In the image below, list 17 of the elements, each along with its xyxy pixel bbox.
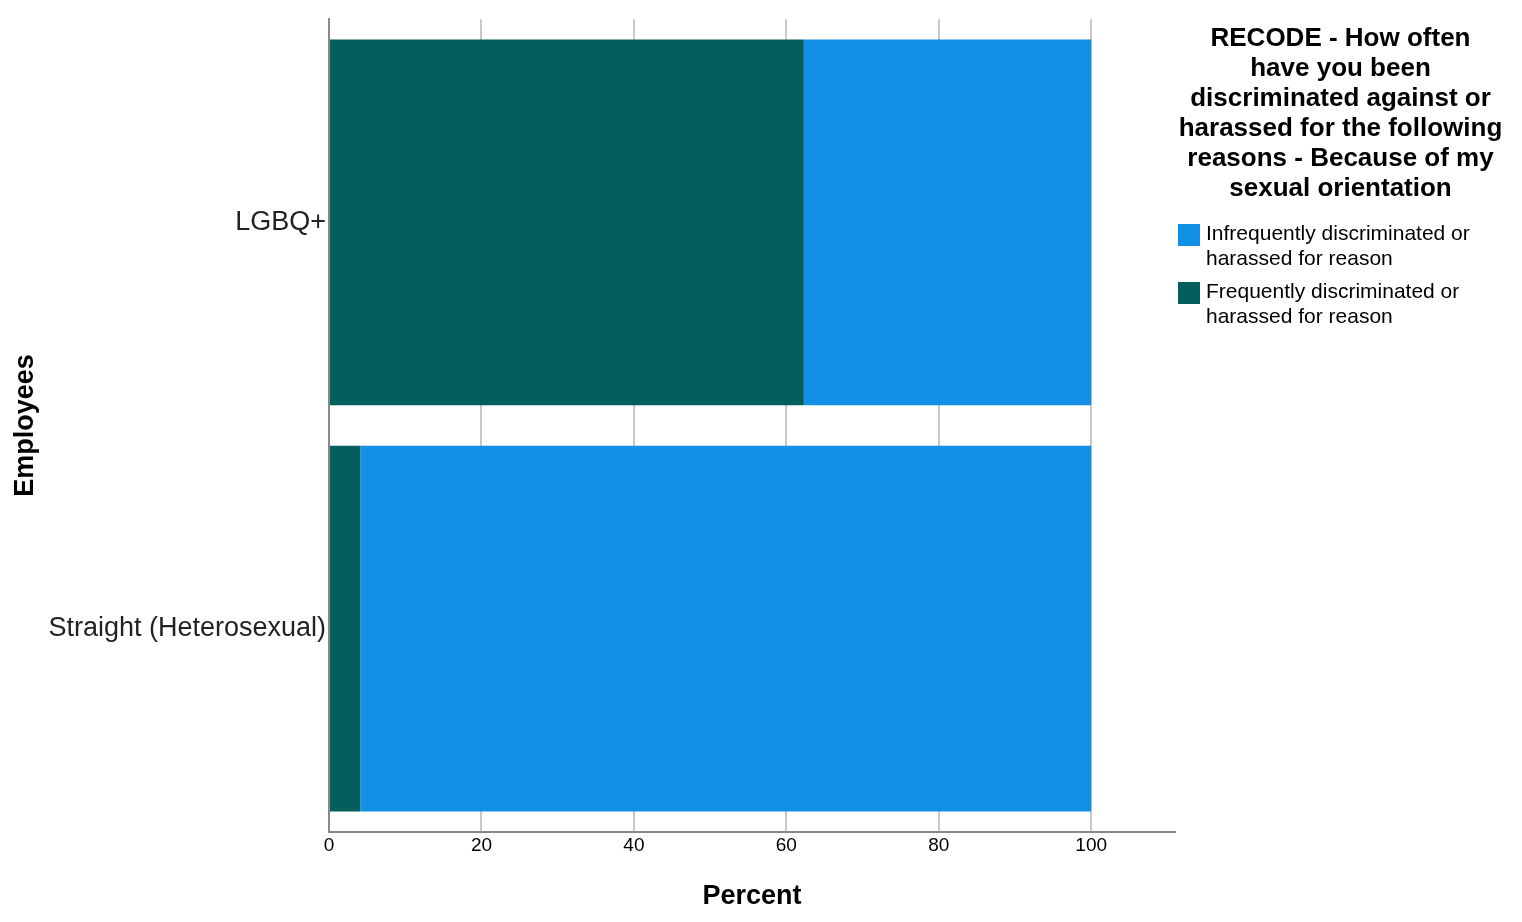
y-axis-title: Employees <box>8 354 39 497</box>
x-tick-label: 60 <box>775 834 797 856</box>
x-tick-label: 40 <box>623 834 645 856</box>
legend-label: Frequently discriminated or harassed for reason <box>1206 278 1461 328</box>
bar <box>330 445 361 812</box>
bar <box>330 39 804 406</box>
y-tick-label: LGBQ+ <box>235 205 327 236</box>
x-tick-label: 80 <box>928 834 950 856</box>
x-tick-label: 20 <box>470 834 493 856</box>
x-tick-label: 100 <box>1075 834 1108 856</box>
y-tick-label: Straight (Heterosexual) <box>48 612 327 643</box>
legend-label: Infrequently discriminated or harassed for reason <box>1206 220 1471 270</box>
legend-title: RECODE - How often have you been discriminated against or harassed for the following reasons - Because of my sexual orientation <box>1178 22 1503 202</box>
x-tick-label: 0 <box>323 834 335 856</box>
bar <box>360 445 1092 812</box>
x-axis-title: Percent <box>702 880 802 911</box>
bar <box>803 39 1092 406</box>
